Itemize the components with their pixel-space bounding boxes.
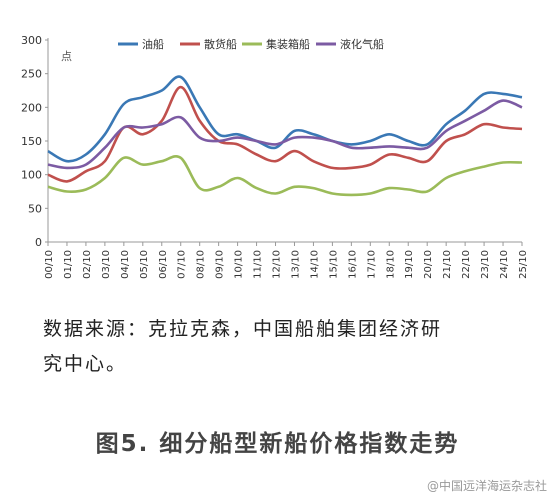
x-tick-label: 08/10 bbox=[196, 250, 207, 279]
data-source-note: 数据来源：克拉克森，中国船舶集团经济研 究中心。 bbox=[43, 312, 523, 382]
x-tick-label: 25/10 bbox=[518, 250, 529, 279]
x-tick-label: 17/10 bbox=[366, 250, 377, 279]
x-tick-label: 18/10 bbox=[385, 250, 396, 279]
x-tick-label: 11/10 bbox=[253, 250, 264, 279]
x-tick-label: 16/10 bbox=[347, 250, 358, 279]
y-axis-label: 点 bbox=[61, 50, 72, 63]
watermark: @中国远洋海运杂志社 bbox=[426, 479, 547, 493]
x-tick-label: 15/10 bbox=[328, 250, 339, 279]
chart-legend: 油船 散货船 集装箱船 液化气船 bbox=[118, 37, 384, 51]
x-tick-label: 09/10 bbox=[215, 250, 226, 279]
x-tick-label: 03/10 bbox=[101, 250, 112, 279]
x-tick-label: 12/10 bbox=[272, 250, 283, 279]
legend-label: 液化气船 bbox=[340, 37, 384, 51]
y-tick-label: 50 bbox=[28, 202, 42, 215]
y-tick-label: 100 bbox=[21, 169, 42, 182]
x-tick-label: 02/10 bbox=[82, 250, 93, 279]
x-tick-label: 10/10 bbox=[234, 250, 245, 279]
legend-label: 油船 bbox=[142, 37, 164, 51]
series-lines bbox=[47, 75, 523, 197]
y-tick-label: 300 bbox=[21, 34, 42, 47]
source-line-1: 数据来源：克拉克森，中国船舶集团经济研 bbox=[43, 318, 443, 340]
y-tick-label: 0 bbox=[35, 236, 42, 249]
series-line bbox=[47, 75, 523, 163]
line-chart: 油船 散货船 集装箱船 液化气船 0 50 100 150 200 250 300 00/10 01… bbox=[21, 34, 529, 279]
x-tick-label: 20/10 bbox=[423, 250, 434, 279]
series-line bbox=[47, 85, 523, 183]
figure-title: 图5. 细分船型新船价格指数走势 bbox=[95, 431, 460, 457]
y-tick-label: 150 bbox=[21, 135, 42, 148]
x-tick-label: 01/10 bbox=[63, 250, 74, 279]
x-tick-label: 04/10 bbox=[120, 250, 131, 279]
y-tick-label: 250 bbox=[21, 68, 42, 81]
x-tick-label: 06/10 bbox=[158, 250, 169, 279]
legend-label: 散货船 bbox=[204, 37, 237, 51]
x-tick-label: 14/10 bbox=[309, 250, 320, 279]
x-tick-label: 05/10 bbox=[139, 250, 150, 279]
x-tick-label: 22/10 bbox=[461, 250, 472, 279]
source-line-2: 究中心。 bbox=[43, 353, 128, 375]
x-tick-label: 24/10 bbox=[499, 250, 510, 279]
x-axis: 00/10 01/10 02/10 03/10 04/10 05/10 06/10 07/10… bbox=[44, 241, 529, 279]
legend-label: 集装箱船 bbox=[266, 37, 310, 51]
y-axis: 0 50 100 150 200 250 300 bbox=[21, 34, 49, 249]
x-tick-label: 19/10 bbox=[404, 250, 415, 279]
series-line bbox=[47, 154, 523, 197]
x-tick-label: 00/10 bbox=[44, 250, 55, 279]
x-tick-label: 23/10 bbox=[480, 250, 491, 279]
y-tick-label: 200 bbox=[21, 101, 42, 114]
series-line bbox=[47, 99, 523, 170]
x-tick-label: 13/10 bbox=[290, 250, 301, 279]
x-tick-label: 21/10 bbox=[442, 250, 453, 279]
x-tick-label: 07/10 bbox=[177, 250, 188, 279]
